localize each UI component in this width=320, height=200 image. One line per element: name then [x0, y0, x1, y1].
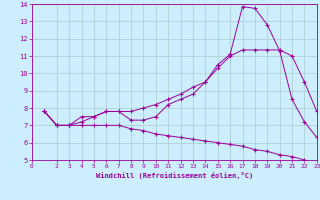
X-axis label: Windchill (Refroidissement éolien,°C): Windchill (Refroidissement éolien,°C) [96, 172, 253, 179]
